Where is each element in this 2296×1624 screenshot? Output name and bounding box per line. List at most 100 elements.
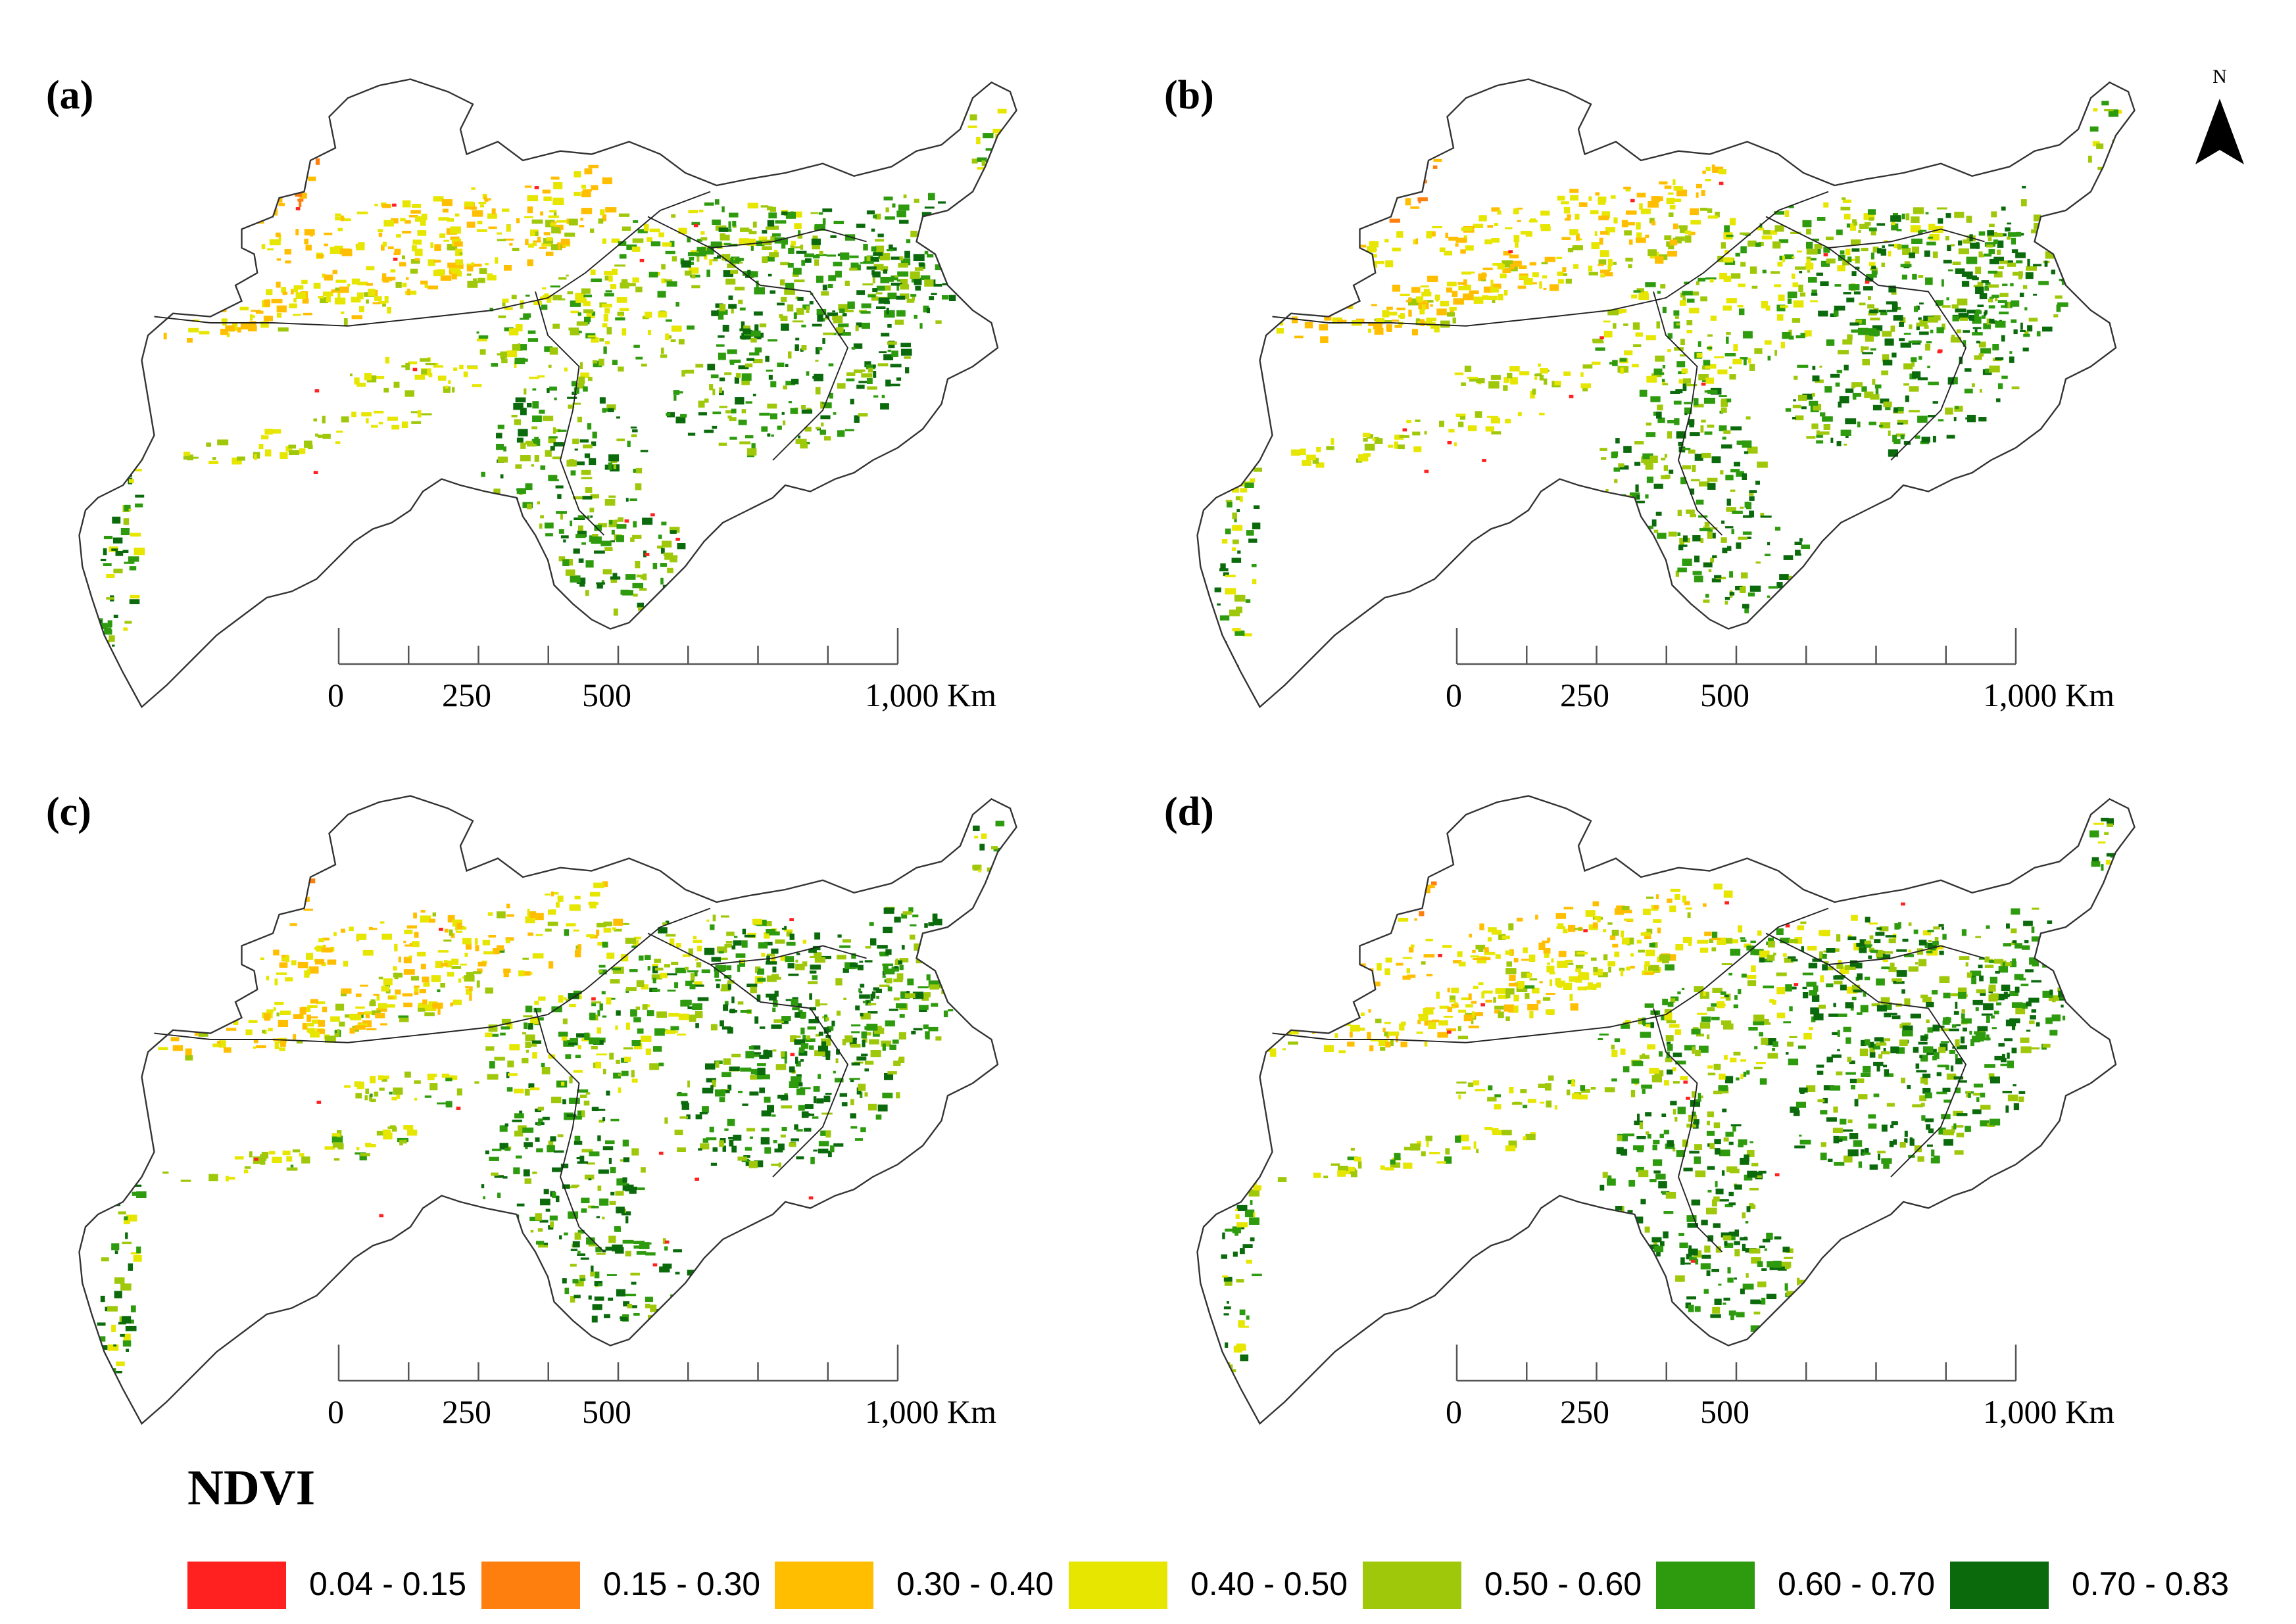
ndvi-cell bbox=[1680, 477, 1686, 485]
ndvi-cell bbox=[1225, 528, 1231, 535]
ndvi-cell bbox=[1533, 990, 1540, 993]
ndvi-cell bbox=[1413, 872, 1424, 875]
ndvi-cell bbox=[588, 1295, 592, 1300]
ndvi-cell bbox=[1699, 947, 1709, 953]
ndvi-cell bbox=[393, 972, 403, 978]
ndvi-cell bbox=[1223, 572, 1229, 577]
ndvi-cell bbox=[1368, 323, 1377, 326]
ndvi-cell bbox=[649, 228, 660, 233]
ndvi-cell bbox=[611, 529, 615, 535]
ndvi-cell bbox=[444, 928, 449, 933]
ndvi-cell bbox=[1880, 398, 1890, 404]
ndvi-cell bbox=[1888, 430, 1891, 436]
ndvi-cell bbox=[504, 327, 514, 331]
ndvi-cell bbox=[1324, 1045, 1334, 1052]
ndvi-cell bbox=[320, 863, 331, 867]
ndvi-cell bbox=[1375, 801, 1382, 806]
ndvi-cell bbox=[1546, 1009, 1555, 1015]
ndvi-cell bbox=[695, 250, 706, 257]
ndvi-cell bbox=[840, 252, 850, 260]
ndvi-cell bbox=[873, 371, 877, 378]
ndvi-cell bbox=[598, 358, 604, 366]
ndvi-cell bbox=[885, 949, 892, 955]
ndvi-cell bbox=[796, 308, 804, 315]
ndvi-cell bbox=[881, 1040, 891, 1047]
ndvi-cell bbox=[420, 220, 426, 226]
ndvi-cell bbox=[1288, 1030, 1299, 1035]
ndvi-cell bbox=[1925, 212, 1929, 215]
ndvi-cell bbox=[1513, 235, 1520, 243]
ndvi-cell bbox=[1724, 398, 1732, 402]
ndvi-cell bbox=[631, 1039, 641, 1047]
ndvi-cell bbox=[555, 902, 560, 908]
ndvi-cell bbox=[1666, 1041, 1671, 1046]
ndvi-cell bbox=[764, 920, 772, 926]
ndvi-cell bbox=[289, 923, 297, 926]
ndvi-cell bbox=[1563, 982, 1573, 990]
ndvi-cell bbox=[618, 241, 627, 246]
ndvi-cell bbox=[1833, 310, 1839, 317]
ndvi-cell bbox=[746, 358, 754, 361]
ndvi-cell bbox=[730, 270, 739, 274]
ndvi-cell bbox=[1697, 940, 1709, 944]
ndvi-cell bbox=[1691, 1028, 1701, 1035]
ndvi-cell bbox=[537, 1107, 545, 1111]
ndvi-cell bbox=[2034, 222, 2042, 229]
ndvi-cell bbox=[472, 210, 483, 217]
ndvi-cell bbox=[887, 986, 892, 991]
ndvi-cell bbox=[801, 405, 806, 410]
ndvi-cell bbox=[1668, 243, 1674, 250]
ndvi-cell bbox=[370, 1076, 376, 1084]
ndvi-cell bbox=[1639, 1055, 1650, 1059]
ndvi-cell bbox=[249, 314, 253, 321]
ndvi-cell bbox=[270, 789, 278, 791]
ndvi-cell bbox=[876, 285, 885, 291]
ndvi-cell bbox=[1816, 272, 1823, 276]
ndvi-cell bbox=[622, 1239, 634, 1244]
ndvi-cell bbox=[591, 1002, 597, 1007]
ndvi-cell bbox=[1911, 362, 1915, 367]
ndvi-cell bbox=[1638, 949, 1645, 953]
ndvi-cell bbox=[315, 959, 325, 965]
ndvi-cell bbox=[1813, 985, 1819, 992]
ndvi-cell bbox=[455, 930, 463, 933]
ndvi-cell bbox=[681, 581, 685, 586]
ndvi-cell bbox=[1321, 310, 1327, 316]
ndvi-cell bbox=[589, 1013, 596, 1020]
ndvi-cell bbox=[1917, 377, 1928, 381]
ndvi-cell bbox=[286, 1156, 293, 1162]
ndvi-cell bbox=[205, 303, 213, 308]
ndvi-cell bbox=[1384, 833, 1392, 838]
ndvi-cell bbox=[625, 574, 636, 580]
ndvi-cell bbox=[1595, 192, 1600, 196]
ndvi-cell bbox=[1557, 923, 1564, 930]
scale-label-1000: 1,000 Km bbox=[865, 1393, 996, 1430]
ndvi-cell bbox=[791, 1138, 799, 1141]
ndvi-cell bbox=[278, 1020, 288, 1027]
ndvi-cell bbox=[399, 262, 406, 267]
ndvi-cell bbox=[914, 267, 923, 271]
ndvi-cell bbox=[762, 256, 768, 264]
ndvi-cell bbox=[707, 364, 716, 371]
ndvi-cell bbox=[113, 1344, 117, 1347]
ndvi-cell bbox=[1636, 237, 1646, 243]
ndvi-cell bbox=[744, 934, 756, 938]
ndvi-cell bbox=[1603, 929, 1607, 932]
ndvi-cell bbox=[447, 262, 456, 268]
ndvi-cell bbox=[1630, 953, 1634, 957]
ndvi-cell bbox=[655, 967, 664, 971]
ndvi-cell bbox=[566, 999, 570, 1002]
ndvi-cell bbox=[122, 1241, 132, 1245]
ndvi-cell bbox=[276, 887, 281, 894]
ndvi-cell bbox=[1371, 304, 1377, 306]
ndvi-cell bbox=[943, 218, 952, 224]
ndvi-cell bbox=[295, 62, 298, 66]
ndvi-cell bbox=[1240, 488, 1248, 493]
ndvi-cell bbox=[725, 410, 735, 414]
ndvi-cell bbox=[867, 1011, 878, 1014]
ndvi-cell bbox=[1350, 155, 1357, 162]
ndvi-cell bbox=[1350, 978, 1354, 986]
ndvi-cell bbox=[605, 290, 612, 293]
ndvi-cell bbox=[723, 1004, 729, 1011]
ndvi-cell bbox=[484, 198, 489, 202]
